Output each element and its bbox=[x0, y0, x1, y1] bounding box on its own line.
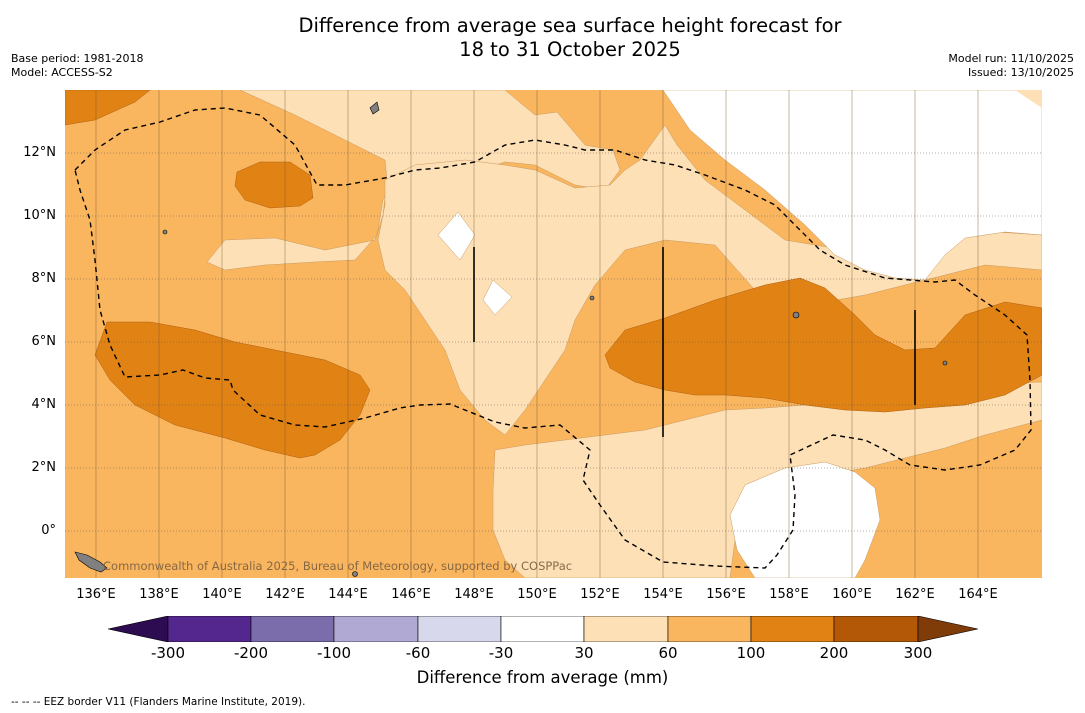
lon-label-144e: 144°E bbox=[328, 587, 368, 602]
band-100-200-northwest bbox=[65, 90, 151, 126]
cb-tick-9: 200 bbox=[819, 644, 849, 662]
lon-label-138e: 138°E bbox=[139, 587, 179, 602]
band-white-diamond-2 bbox=[482, 279, 513, 316]
cb-tick-7: 60 bbox=[658, 644, 678, 662]
lon-label-136e: 136°E bbox=[76, 587, 116, 602]
colorbar-bin-9 bbox=[833, 616, 919, 642]
base-period: Base period: 1981-2018 bbox=[11, 52, 144, 65]
lat-label-0: 0° bbox=[41, 523, 56, 538]
lon-label-150e: 150°E bbox=[517, 587, 557, 602]
lon-label-162e: 162°E bbox=[895, 587, 935, 602]
cb-tick-4: -60 bbox=[405, 644, 431, 662]
colorbar-extend-high bbox=[917, 616, 978, 642]
colorbar-bin-7 bbox=[667, 616, 752, 642]
colorbar-bin-1 bbox=[167, 616, 252, 642]
lat-label-8n: 8°N bbox=[31, 271, 57, 286]
band-30-60-central bbox=[377, 124, 1042, 436]
colorbar-bin-5 bbox=[500, 616, 585, 642]
island-chuuk bbox=[589, 295, 595, 301]
credit-watermark: Commonwealth of Australia 2025, Bureau o… bbox=[103, 559, 573, 573]
lat-label-6n: 6°N bbox=[31, 334, 57, 349]
lon-label-156e: 156°E bbox=[706, 587, 746, 602]
colorbar-bin-3 bbox=[333, 616, 419, 642]
lon-label-158e: 158°E bbox=[769, 587, 809, 602]
colorbar-bin-8 bbox=[750, 616, 835, 642]
meta-left: Base period: 1981-2018 Model: ACCESS-S2 bbox=[11, 52, 143, 80]
colorbar-bin-4 bbox=[417, 616, 502, 642]
band-100-200-east bbox=[604, 277, 1042, 413]
model-run: Model run: 11/10/2025 bbox=[948, 52, 1074, 65]
band-30-60-region bbox=[206, 90, 621, 271]
model-name: Model: ACCESS-S2 bbox=[11, 66, 113, 79]
island-new-guinea bbox=[74, 551, 108, 573]
lon-label-160e: 160°E bbox=[832, 587, 872, 602]
band-white-northeast bbox=[662, 90, 1042, 281]
lon-label-142e: 142°E bbox=[265, 587, 305, 602]
band-white-southeast bbox=[729, 461, 881, 578]
colorbar-extend-low bbox=[108, 616, 169, 642]
island-bismarck bbox=[352, 571, 358, 577]
cb-tick-3: -100 bbox=[316, 644, 352, 662]
issued-date: Issued: 13/10/2025 bbox=[967, 66, 1074, 79]
title-line-2: 18 to 31 October 2025 bbox=[459, 38, 681, 61]
colorbar-bin-6 bbox=[583, 616, 669, 642]
lat-label-4n: 4°N bbox=[31, 397, 57, 412]
lon-label-146e: 146°E bbox=[391, 587, 431, 602]
band-100-200-north-blob bbox=[234, 161, 314, 209]
lat-label-12n: 12°N bbox=[23, 145, 56, 160]
meridians bbox=[95, 90, 979, 578]
lon-label-140e: 140°E bbox=[202, 587, 242, 602]
lon-label-164e: 164°E bbox=[958, 587, 998, 602]
chart-title: Difference from average sea surface heig… bbox=[170, 14, 970, 62]
map-panel bbox=[65, 90, 1042, 578]
lon-label-152e: 152°E bbox=[580, 587, 620, 602]
title-line-1: Difference from average sea surface heig… bbox=[298, 14, 842, 37]
lon-label-154e: 154°E bbox=[643, 587, 683, 602]
lat-label-2n: 2°N bbox=[31, 460, 57, 475]
island-guam bbox=[369, 101, 380, 115]
island-pohnpei bbox=[792, 311, 800, 319]
cb-tick-10: 300 bbox=[903, 644, 933, 662]
band-60-100-top-right bbox=[1015, 90, 1042, 108]
lon-label-148e: 148°E bbox=[454, 587, 494, 602]
cb-tick-1: -300 bbox=[150, 644, 186, 662]
island-yap bbox=[162, 229, 168, 235]
cb-tick-5: -30 bbox=[488, 644, 514, 662]
cb-tick-2: -200 bbox=[233, 644, 269, 662]
colorbar-bin-2 bbox=[250, 616, 335, 642]
footer-eez-note: -- -- -- EEZ border V11 (Flanders Marine… bbox=[11, 696, 306, 708]
meta-right: Model run: 11/10/2025 Issued: 13/10/2025 bbox=[948, 52, 1074, 80]
band-white-diamond-1 bbox=[437, 211, 476, 261]
gridlines bbox=[65, 152, 1042, 532]
colorbar bbox=[108, 616, 978, 642]
eez-border bbox=[74, 107, 1032, 569]
island-kosrae bbox=[942, 360, 948, 366]
cb-tick-6: 30 bbox=[574, 644, 594, 662]
lat-label-10n: 10°N bbox=[23, 208, 56, 223]
colorbar-title: Difference from average (mm) bbox=[416, 668, 669, 687]
cb-tick-8: 100 bbox=[736, 644, 766, 662]
